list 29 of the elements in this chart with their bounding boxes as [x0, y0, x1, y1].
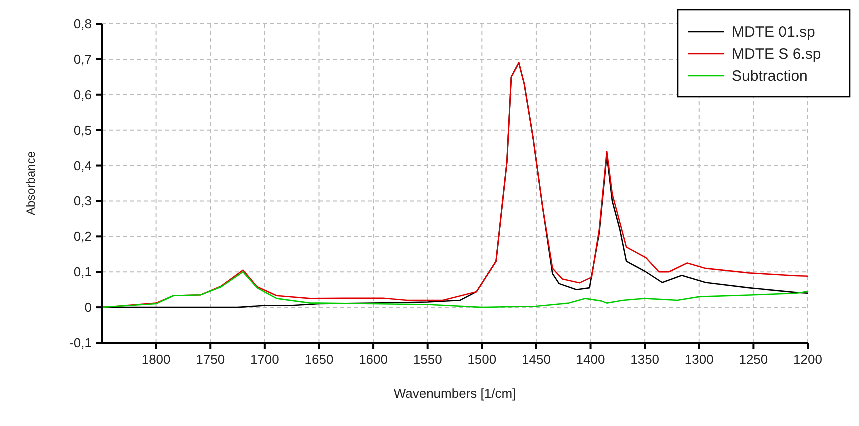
x-tick-label: 1250	[739, 352, 768, 367]
y-axis-title: Absorbance	[24, 151, 38, 216]
y-tick-label: 0,5	[74, 122, 92, 138]
y-tick-label: 0,1	[74, 264, 92, 280]
y-tick-label: 0,2	[74, 229, 92, 244]
y-tick-label: 0	[84, 300, 92, 316]
y-tick-label: -0,1	[70, 336, 92, 350]
x-tick-label: 1750	[196, 352, 226, 367]
y-tick-label: 0,7	[74, 52, 92, 67]
x-tick-label: 1300	[684, 352, 714, 367]
x-tick-label: 1350	[630, 352, 660, 367]
x-tick-label: 1600	[359, 352, 388, 367]
x-tick-label: 1650	[304, 352, 334, 367]
x-tick-label: 1500	[468, 352, 497, 367]
legend-label: MDTE 01.sp	[732, 24, 816, 41]
x-tick-label: 1800	[142, 352, 171, 367]
x-tick-label: 1700	[250, 352, 280, 367]
y-tick-label: 0,4	[74, 158, 92, 174]
x-tick-label: 1550	[413, 352, 442, 367]
line-series	[101, 271, 809, 308]
legend-label: Subtraction	[732, 68, 808, 85]
legend-label: MDTE S 6.sp	[732, 46, 822, 63]
x-tick-label: 1450	[522, 352, 551, 367]
x-tick-label: 1400	[576, 352, 606, 367]
y-tick-label: 0,8	[74, 16, 92, 32]
y-tick-label: 0,6	[74, 87, 92, 102]
x-axis-title: Wavenumbers [1/cm]	[394, 386, 516, 401]
y-tick-label: 0,3	[74, 194, 92, 209]
x-tick-label: 1200	[794, 352, 822, 367]
